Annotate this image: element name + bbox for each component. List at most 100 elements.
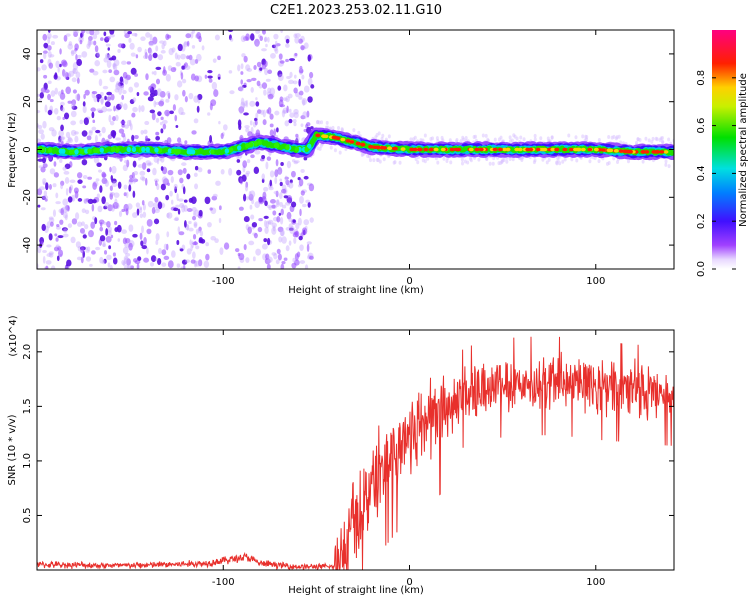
spectrogram-noise-dot [65, 206, 69, 213]
spectrogram-xtick-label: 0 [406, 276, 412, 287]
colorbar-tick-label: 0.6 [696, 118, 707, 134]
spectrogram-noise-dot [55, 237, 59, 242]
spectrogram-haze-dot [315, 120, 319, 125]
spectrogram-noise-dot [123, 184, 128, 190]
spectrogram-noise-dot [105, 236, 112, 243]
spectrogram-noise-dot [73, 31, 78, 38]
spectrogram-blob [41, 147, 46, 153]
spectrogram-blob [257, 139, 262, 146]
spectrogram-noise-dot [251, 221, 258, 228]
spectrogram-noise-dot [300, 168, 305, 174]
spectrogram-noise-dot [240, 79, 244, 85]
spectrogram-noise-dot [286, 76, 291, 80]
spectrogram-noise-dot [298, 178, 304, 187]
spectrogram-noise-dot [277, 253, 282, 261]
spectrogram-haze-dot [338, 150, 342, 155]
spectrogram-noise-dot [135, 202, 140, 208]
spectrogram-noise-dot [106, 91, 112, 96]
spectrogram-noise-dot [264, 36, 268, 42]
spectrogram-noise-dot [294, 36, 300, 44]
spectrogram-noise-dot [76, 256, 82, 261]
spectrogram-haze-dot [532, 160, 536, 165]
spectrogram-xlabel: Height of straight line (km) [288, 285, 424, 296]
spectrogram-noise-dot [115, 137, 121, 141]
spectrogram-noise-dot [117, 43, 124, 48]
spectrogram-noise-dot [70, 120, 77, 126]
spectrogram-noise-dot [250, 154, 255, 159]
spectrogram-noise-dot [96, 108, 103, 112]
spectrogram-noise-dot [63, 34, 68, 42]
spectrogram-noise-dot [273, 33, 279, 40]
spectrogram-noise-dot [236, 159, 241, 163]
spectrogram-noise-dot [298, 90, 304, 96]
spectrogram-noise-dot [157, 201, 163, 210]
spectrogram-noise-dot [139, 170, 146, 176]
spectrogram-noise-dot [263, 220, 267, 228]
spectrogram-noise-dot [310, 84, 315, 89]
spectrogram-xtick-label: -100 [212, 276, 235, 287]
spectrogram-noise-dot [170, 199, 174, 205]
spectrogram-noise-dot [113, 192, 120, 198]
spectrogram-noise-dot [117, 82, 124, 87]
spectrogram-noise-dot [217, 55, 221, 61]
spectrogram-noise-dot [205, 253, 210, 261]
spectrogram-noise-dot [130, 265, 134, 269]
spectrogram-hotspot [416, 147, 422, 152]
spectrogram-noise-dot [104, 250, 108, 255]
spectrogram-noise-dot [295, 133, 299, 138]
spectrogram-noise-dot [218, 205, 222, 211]
spectrogram-noise-dot [53, 246, 60, 252]
spectrogram-noise-dot [48, 30, 51, 33]
spectrogram-noise-dot [280, 188, 287, 194]
spectrogram-noise-dot [301, 74, 305, 80]
spectrogram-noise-dot [71, 218, 78, 225]
spectrogram-noise-dot [281, 109, 286, 118]
spectrogram-noise-dot [105, 43, 111, 47]
spectrogram-noise-dot [166, 34, 172, 39]
spectrogram-noise-dot [186, 55, 190, 60]
spectrogram-noise-dot [146, 228, 152, 235]
spectrogram-hotspot [540, 147, 546, 152]
snr-series-line [37, 336, 674, 570]
spectrogram-haze-dot [658, 137, 662, 142]
spectrogram-hotspot [535, 147, 541, 152]
spectrogram-noise-dot [253, 64, 257, 71]
spectrogram-noise-dot [132, 160, 137, 168]
spectrogram-hotspot [517, 147, 523, 152]
spectrogram-hotspot [627, 149, 633, 154]
spectrogram-noise-dot [113, 105, 116, 112]
spectrogram-noise-dot [64, 265, 70, 269]
spectrogram-noise-dot [108, 69, 113, 74]
spectrogram-noise-dot [192, 251, 196, 259]
spectrogram-noise-dot [49, 99, 54, 103]
spectrogram-noise-dot [44, 198, 48, 202]
spectrogram-noise-dot [170, 176, 174, 183]
spectrogram-haze-dot [547, 157, 551, 162]
spectrogram-haze-dot [581, 134, 585, 139]
spectrogram-noise-dot [253, 166, 260, 175]
spectrogram-noise-dot [267, 107, 272, 115]
spectrogram-haze-dot [368, 158, 372, 163]
spectrogram-noise-dot [124, 252, 131, 257]
spectrogram-haze-dot [372, 158, 376, 163]
spectrogram-noise-dot [159, 40, 165, 44]
spectrogram-noise-dot [177, 137, 182, 144]
spectrogram-noise-dot [210, 99, 217, 107]
spectrogram-noise-dot [48, 62, 54, 69]
spectrogram-noise-dot [294, 160, 300, 164]
spectrogram-noise-dot [46, 244, 52, 248]
spectrogram-noise-dot [245, 170, 251, 175]
spectrogram-noise-dot [277, 167, 283, 175]
spectrogram-hotspot [440, 147, 446, 152]
spectrogram-noise-dot [109, 33, 115, 38]
spectrogram-blob [210, 149, 215, 155]
spectrogram-noise-dot [238, 253, 245, 261]
spectrogram-noise-dot [59, 219, 64, 225]
spectrogram-noise-dot [152, 36, 158, 45]
spectrogram-noise-dot [107, 229, 112, 236]
spectrogram-noise-dot [146, 218, 153, 227]
spectrogram-noise-dot [155, 257, 158, 262]
snr-xtick-label: 100 [586, 577, 605, 588]
spectrogram-haze-dot [558, 161, 562, 166]
spectrogram-noise-dot [76, 93, 81, 102]
